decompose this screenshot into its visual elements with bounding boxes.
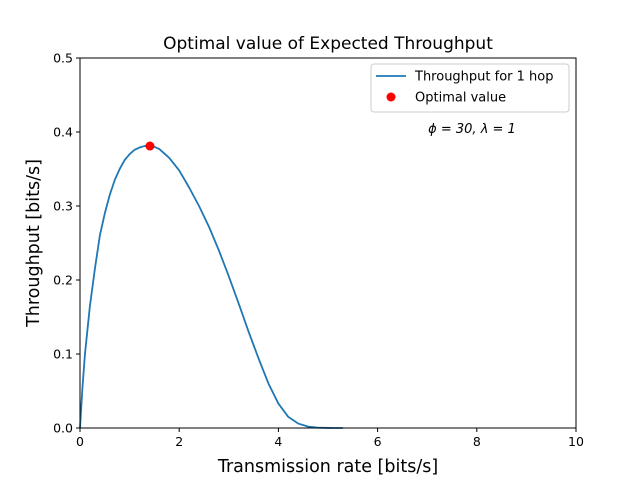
legend-label-optimal: Optimal value (415, 91, 506, 106)
series-layer (79, 141, 343, 429)
throughput-line (79, 145, 343, 429)
y-tick-label: 0.0 (53, 421, 73, 436)
legend-label-throughput: Throughput for 1 hop (414, 70, 554, 85)
x-tick-label: 8 (473, 434, 481, 449)
x-tick-label: 2 (175, 434, 183, 449)
x-tick-label: 6 (374, 434, 382, 449)
chart-title: Optimal value of Expected Throughput (163, 34, 493, 54)
y-tick-label: 0.4 (53, 125, 73, 140)
plot-background (80, 58, 576, 428)
x-tick-label: 0 (76, 434, 84, 449)
legend: Throughput for 1 hop Optimal value (370, 63, 570, 113)
y-axis: 0.0 0.1 0.2 0.3 0.4 0.5 (53, 51, 80, 436)
y-tick-label: 0.2 (53, 273, 73, 288)
x-axis: 0 2 4 6 8 10 (76, 428, 584, 449)
y-tick-label: 0.3 (53, 199, 73, 214)
x-axis-label: Transmission rate [bits/s] (217, 457, 438, 477)
parameter-annotation: ϕ = 30, λ = 1 (428, 122, 516, 137)
y-tick-label: 0.1 (53, 347, 73, 362)
legend-marker-swatch (386, 92, 396, 102)
x-tick-label: 4 (274, 434, 282, 449)
optimal-value-point (145, 141, 155, 151)
y-tick-label: 0.5 (53, 51, 73, 66)
x-tick-label: 10 (568, 434, 584, 449)
y-axis-label: Throughput [bits/s] (24, 159, 44, 328)
legend-box (370, 63, 570, 113)
plot-area (79, 57, 577, 429)
plot-frame (79, 57, 577, 429)
